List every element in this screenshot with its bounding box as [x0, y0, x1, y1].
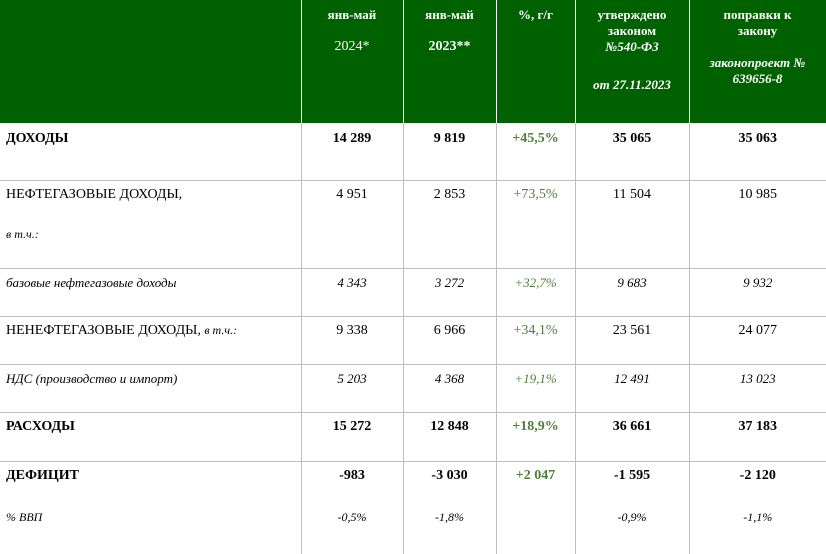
- cell-2023: -1,8%: [403, 510, 497, 554]
- table-row-expenditures: РАСХОДЫ 15 272 12 848 +18,9% 36 661 37 1…: [0, 412, 826, 462]
- table-row-vat: НДС (производство и импорт) 5 203 4 368 …: [0, 364, 826, 413]
- cell-2023: 12 848: [403, 412, 497, 462]
- row-label: базовые нефтегазовые доходы: [0, 268, 302, 317]
- row-note: в т.ч.:: [6, 227, 39, 241]
- table-row-base-oil-gas: базовые нефтегазовые доходы 4 343 3 272 …: [0, 268, 826, 317]
- cell-amendments: -2 120: [739, 468, 776, 483]
- cell-2023: 2 853: [403, 180, 497, 269]
- row-label: ДОХОДЫ: [0, 123, 302, 181]
- cell-amendments: 24 077: [689, 316, 826, 365]
- row-label-cell: НЕНЕФТЕГАЗОВЫЕ ДОХОДЫ, в т.ч.:: [0, 316, 302, 365]
- header-approved-date: от 27.11.2023: [593, 77, 671, 92]
- header-yoy: %, г/г: [495, 0, 576, 123]
- header-approved-law: утверждено законом №540-ФЗ от 27.11.2023: [574, 0, 690, 123]
- header-row: янв-май 2024* янв-май 2023** %, г/г утве…: [0, 0, 826, 123]
- header-year-2024: 2024*: [334, 39, 370, 54]
- cell-2024: 9 338: [301, 316, 404, 365]
- cell-amendments: 13 023: [689, 364, 826, 413]
- table-row-non-oil-gas: НЕНЕФТЕГАЗОВЫЕ ДОХОДЫ, в т.ч.: 9 338 6 9…: [0, 316, 826, 365]
- table-row-gdp-share: % ВВП -0,5% -1,8% -0,9% -1,1%: [0, 510, 826, 554]
- header-approved-law-number: №540-ФЗ: [605, 39, 659, 54]
- header-amend-line2: закону: [737, 23, 778, 38]
- row-label: НДС (производство и импорт): [0, 364, 302, 413]
- header-yoy-label: %, г/г: [518, 7, 553, 22]
- row-note: в т.ч.:: [204, 323, 238, 337]
- header-amend-bill: законопроект №: [709, 55, 806, 70]
- cell-approved: 35 065: [575, 123, 690, 181]
- cell-2024: -0,5%: [301, 510, 404, 554]
- cell-amendments: -1,1%: [743, 510, 773, 524]
- cell-2023: -3 030: [403, 461, 497, 510]
- header-year-2023: 2023**: [428, 39, 471, 54]
- row-label: РАСХОДЫ: [0, 412, 302, 462]
- cell-yoy: +73,5%: [496, 180, 576, 269]
- cell-approved: 23 561: [575, 316, 690, 365]
- cell-2023: 3 272: [403, 268, 497, 317]
- cell-approved: 9 683: [575, 268, 690, 317]
- header-jan-may-2023: янв-май 2023**: [402, 0, 497, 123]
- header-period-label: янв-май: [425, 7, 474, 22]
- cell-yoy: +19,1%: [496, 364, 576, 413]
- header-period-label: янв-май: [327, 7, 377, 22]
- header-amend-bill-number: 639656-8: [732, 71, 783, 86]
- row-label: НЕНЕФТЕГАЗОВЫЕ ДОХОДЫ,: [6, 323, 201, 338]
- cell-2024: 15 272: [301, 412, 404, 462]
- cell-yoy: [496, 510, 576, 554]
- cell-yoy: +32,7%: [496, 268, 576, 317]
- cell-amendments: 10 985: [689, 180, 826, 269]
- header-approved-line1: утверждено: [597, 7, 667, 22]
- cell-2024: 4 343: [301, 268, 404, 317]
- cell-approved: 11 504: [575, 180, 690, 269]
- cell-approved: 12 491: [575, 364, 690, 413]
- table-row-oil-gas: НЕФТЕГАЗОВЫЕ ДОХОДЫ, в т.ч.: 4 951 2 853…: [0, 180, 826, 269]
- cell-2024: 4 951: [301, 180, 404, 269]
- cell-approved: 36 661: [575, 412, 690, 462]
- row-label-cell: НЕФТЕГАЗОВЫЕ ДОХОДЫ, в т.ч.:: [0, 180, 302, 269]
- cell-yoy: +2 047: [496, 461, 576, 510]
- cell-approved: -1 595: [575, 461, 690, 510]
- cell-yoy: +34,1%: [496, 316, 576, 365]
- cell-2023: 6 966: [403, 316, 497, 365]
- header-label-cell: [0, 0, 302, 123]
- cell-yoy: +18,9%: [496, 412, 576, 462]
- cell-approved: -0,9%: [575, 510, 690, 554]
- row-label: ДЕФИЦИТ: [0, 461, 302, 510]
- cell-amendments: 35 063: [689, 123, 826, 181]
- header-amendments: поправки к закону законопроект № 639656-…: [688, 0, 826, 123]
- table-row-deficit: ДЕФИЦИТ -983 -3 030 +2 047 -1 595 -2 120: [0, 461, 826, 510]
- cell-2023: 9 819: [403, 123, 497, 181]
- row-label: НЕФТЕГАЗОВЫЕ ДОХОДЫ,: [6, 187, 183, 202]
- cell-2024: -983: [301, 461, 404, 510]
- cell-2024: 5 203: [301, 364, 404, 413]
- cell-2024: 14 289: [301, 123, 404, 181]
- table-row-revenues: ДОХОДЫ 14 289 9 819 +45,5% 35 065 35 063: [0, 123, 826, 181]
- cell-amendments: 37 183: [689, 412, 826, 462]
- cell-amendments: 9 932: [689, 268, 826, 317]
- row-label: % ВВП: [0, 510, 302, 554]
- cell-yoy: +45,5%: [496, 123, 576, 181]
- cell-2023: 4 368: [403, 364, 497, 413]
- header-jan-may-2024: янв-май 2024*: [300, 0, 404, 123]
- header-amend-line1: поправки к: [723, 7, 792, 22]
- header-approved-line2: законом: [607, 23, 657, 38]
